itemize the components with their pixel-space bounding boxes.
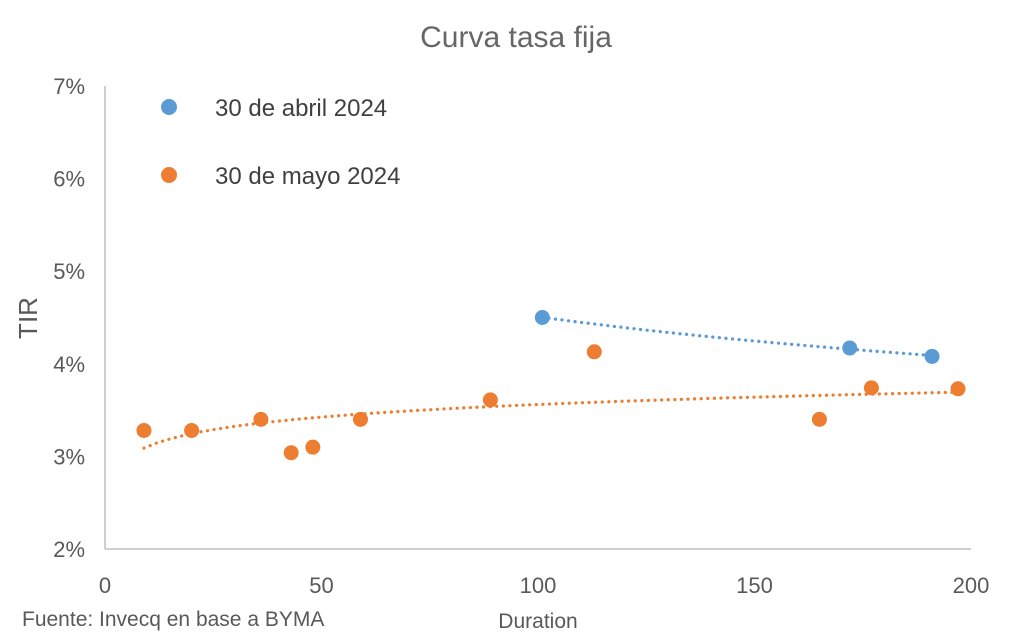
data-point-series-2	[482, 392, 498, 408]
data-point-series-2	[305, 439, 321, 455]
data-point-series-2	[863, 380, 879, 396]
y-tick-label: 7%	[53, 74, 85, 99]
data-point-series-2	[586, 344, 602, 360]
y-tick-label: 4%	[53, 352, 85, 377]
source-note: Fuente: Invecq en base a BYMA	[22, 608, 325, 631]
trendline-2	[142, 390, 960, 450]
x-tick-label: 150	[736, 573, 773, 598]
y-axis-ticks: 2% 3% 4% 5% 6% 7%	[53, 74, 85, 562]
y-tick-label: 5%	[53, 259, 85, 284]
x-tick-label: 100	[520, 573, 557, 598]
legend-marker-1	[161, 99, 177, 115]
x-tick-label: 200	[953, 573, 990, 598]
legend-label-1: 30 de abril 2024	[215, 95, 387, 122]
data-point-series-1	[842, 340, 858, 356]
axes	[104, 86, 971, 550]
x-tick-label: 0	[99, 573, 111, 598]
trendlines	[142, 315, 960, 450]
data-points	[136, 310, 966, 461]
legend-label-2: 30 de mayo 2024	[215, 163, 400, 190]
legend-marker-2	[161, 167, 177, 183]
data-point-series-2	[811, 411, 827, 427]
x-axis-ticks: 0 50 100 150 200	[99, 573, 989, 598]
legend: 30 de abril 2024 30 de mayo 2024	[161, 95, 400, 190]
data-point-series-2	[950, 381, 966, 397]
data-point-series-2	[283, 445, 299, 461]
trendline-1	[540, 315, 934, 358]
data-point-series-2	[352, 411, 368, 427]
y-axis-title: TIR	[13, 297, 43, 339]
x-axis-title: Duration	[498, 610, 577, 633]
y-tick-label: 2%	[53, 537, 85, 562]
chart-title: Curva tasa fija	[420, 21, 612, 54]
data-point-series-2	[253, 411, 269, 427]
data-point-series-2	[184, 422, 200, 438]
y-tick-label: 6%	[53, 167, 85, 192]
data-point-series-1	[924, 348, 940, 364]
y-tick-label: 3%	[53, 444, 85, 469]
data-point-series-1	[534, 310, 550, 325]
x-tick-label: 50	[309, 573, 333, 598]
data-point-series-2	[136, 422, 152, 438]
